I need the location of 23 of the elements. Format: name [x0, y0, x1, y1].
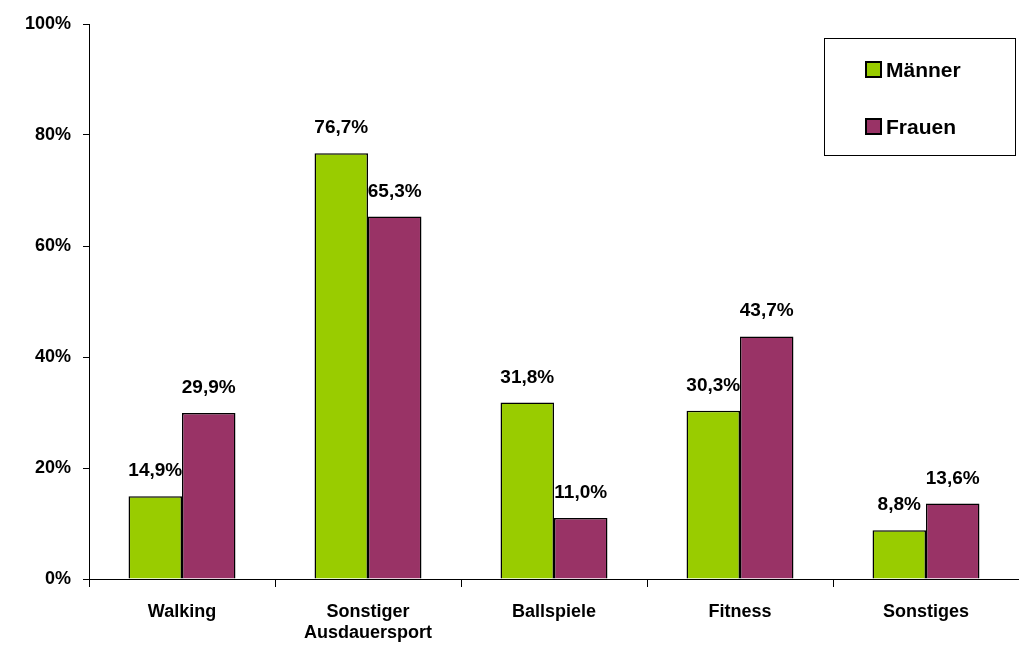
- x-tick-label: Walking: [147, 600, 217, 621]
- x-tick-label: Sonstiger Ausdauersport: [303, 600, 433, 643]
- data-label: 31,8%: [500, 365, 555, 387]
- data-label: 13,6%: [925, 466, 980, 488]
- data-label: 76,7%: [314, 116, 369, 138]
- x-tick-label: Fitness: [708, 600, 772, 621]
- data-label: 14,9%: [128, 459, 183, 481]
- data-label: 8,8%: [877, 493, 922, 515]
- x-tick-label: Sonstiges: [882, 600, 970, 621]
- data-label: 29,9%: [181, 376, 236, 398]
- y-tick-label: 100%: [24, 12, 71, 33]
- y-tick-label: 20%: [34, 456, 71, 477]
- y-tick-label: 40%: [34, 345, 71, 366]
- y-tick-label: 60%: [34, 234, 71, 255]
- x-tick-label: Ballspiele: [511, 600, 597, 621]
- y-tick-label: 80%: [34, 123, 71, 144]
- y-tick-label: 0%: [44, 567, 71, 588]
- data-label: 11,0%: [554, 480, 608, 502]
- data-label: 65,3%: [367, 179, 422, 201]
- legend-label: Männer: [886, 57, 961, 82]
- data-label: 30,3%: [686, 373, 741, 395]
- legend-label: Frauen: [886, 114, 957, 139]
- data-label: 43,7%: [739, 299, 794, 321]
